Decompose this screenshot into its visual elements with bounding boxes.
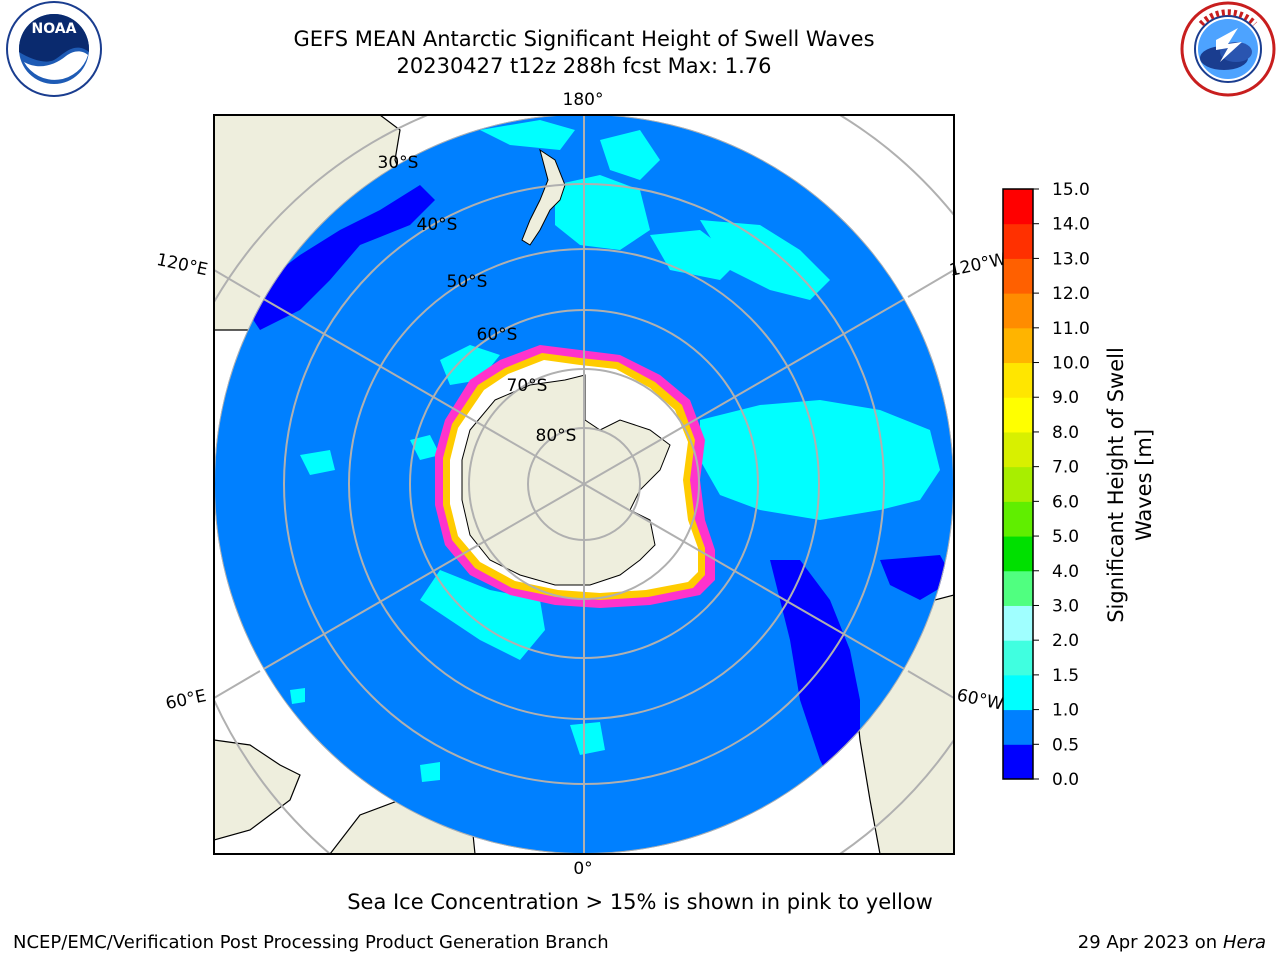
map-frame [213, 114, 955, 855]
lon-label-120w: 120°W [948, 249, 1009, 281]
sea-ice-note: Sea Ice Concentration > 15% is shown in … [347, 890, 933, 914]
colorbar-tick-label: 9.0 [1052, 388, 1079, 408]
swell-low-region-1 [240, 185, 435, 330]
land-new-zealand [521, 148, 566, 246]
colorbar-segment [1003, 466, 1033, 502]
lon-label-120e: 120°E [155, 250, 210, 280]
colorbar-segment [1003, 293, 1033, 329]
colorbar-tick-label: 8.0 [1052, 423, 1079, 443]
colorbar-segment [1003, 744, 1033, 780]
colorbar-tick-label: 0.5 [1052, 735, 1079, 755]
lat-label-70s: 70°S [507, 376, 548, 396]
colorbar-tick-label: 4.0 [1052, 562, 1079, 582]
colorbar-segment [1003, 223, 1033, 259]
colorbar: 0.0 0.5 1.0 1.5 2.0 3.0 4.0 5.0 6.0 7.0 8.0 9.0 10.0… [1002, 180, 1090, 790]
swell-low-region-2 [770, 560, 860, 800]
colorbar-frame [1002, 188, 1034, 780]
graticule [214, 115, 954, 854]
colorbar-segment [1003, 362, 1033, 398]
colorbar-segment [1003, 570, 1033, 606]
noaa-logo-icon: NOAA [6, 1, 102, 97]
chart-title-line1: GEFS MEAN Antarctic Significant Height o… [293, 27, 875, 51]
swell-mid-region-west [420, 570, 545, 660]
lat-label-80s: 80°S [536, 426, 577, 446]
colorbar-tick-label: 13.0 [1052, 249, 1090, 269]
lon-label-180: 180° [563, 90, 604, 110]
lon-label-60w: 60°W [955, 685, 1005, 714]
colorbar-tick-label: 12.0 [1052, 284, 1090, 304]
colorbar-tick-label: 1.0 [1052, 701, 1079, 721]
colorbar-tick-label: 6.0 [1052, 492, 1079, 512]
nws-logo-icon [1180, 1, 1276, 97]
colorbar-tick-label: 5.0 [1052, 527, 1079, 547]
credit-host: Hera [1222, 932, 1266, 953]
lon-label-60e: 60°E [164, 686, 208, 714]
colorbar-tick-label: 11.0 [1052, 319, 1090, 339]
colorbar-tick-label: 1.5 [1052, 666, 1079, 686]
colorbar-segment [1003, 709, 1033, 745]
colorbar-tick-label: 0.0 [1052, 770, 1079, 790]
lon-label-0: 0° [573, 859, 592, 879]
colorbar-segment [1003, 189, 1033, 225]
lat-label-50s: 50°S [447, 272, 488, 292]
land-madagascar-region [214, 739, 301, 841]
colorbar-segment [1003, 605, 1033, 641]
colorbar-tick-label: 15.0 [1052, 180, 1090, 200]
credit-branch: NCEP/EMC/Verification Post Processing Pr… [13, 932, 609, 953]
colorbar-tick-label: 14.0 [1052, 215, 1090, 235]
noaa-logo-text: NOAA [32, 21, 77, 37]
credit-date: 29 Apr 2023 on Hera [1077, 932, 1266, 953]
colorbar-tick-label: 10.0 [1052, 354, 1090, 374]
lat-label-60s: 60°S [477, 325, 518, 345]
lat-label-40s: 40°S [417, 215, 458, 235]
colorbar-segment [1003, 501, 1033, 537]
colorbar-tick-label: 3.0 [1052, 596, 1079, 616]
colorbar-segment [1003, 536, 1033, 572]
colorbar-label-line2: Waves [m] [1132, 429, 1156, 541]
colorbar-segment [1003, 431, 1033, 468]
colorbar-tick-label: 2.0 [1052, 631, 1079, 651]
colorbar-segment [1003, 327, 1033, 364]
colorbar-tick-label: 7.0 [1052, 458, 1079, 478]
chart-title-line2: 20230427 t12z 288h fcst Max: 1.76 [396, 54, 772, 78]
colorbar-segment [1003, 674, 1033, 711]
lat-label-30s: 30°S [378, 153, 419, 173]
colorbar-segment [1003, 258, 1033, 294]
colorbar-segment [1003, 397, 1033, 433]
colorbar-label-line1: Significant Height of Swell [1104, 347, 1128, 623]
colorbar-segment [1003, 640, 1033, 676]
